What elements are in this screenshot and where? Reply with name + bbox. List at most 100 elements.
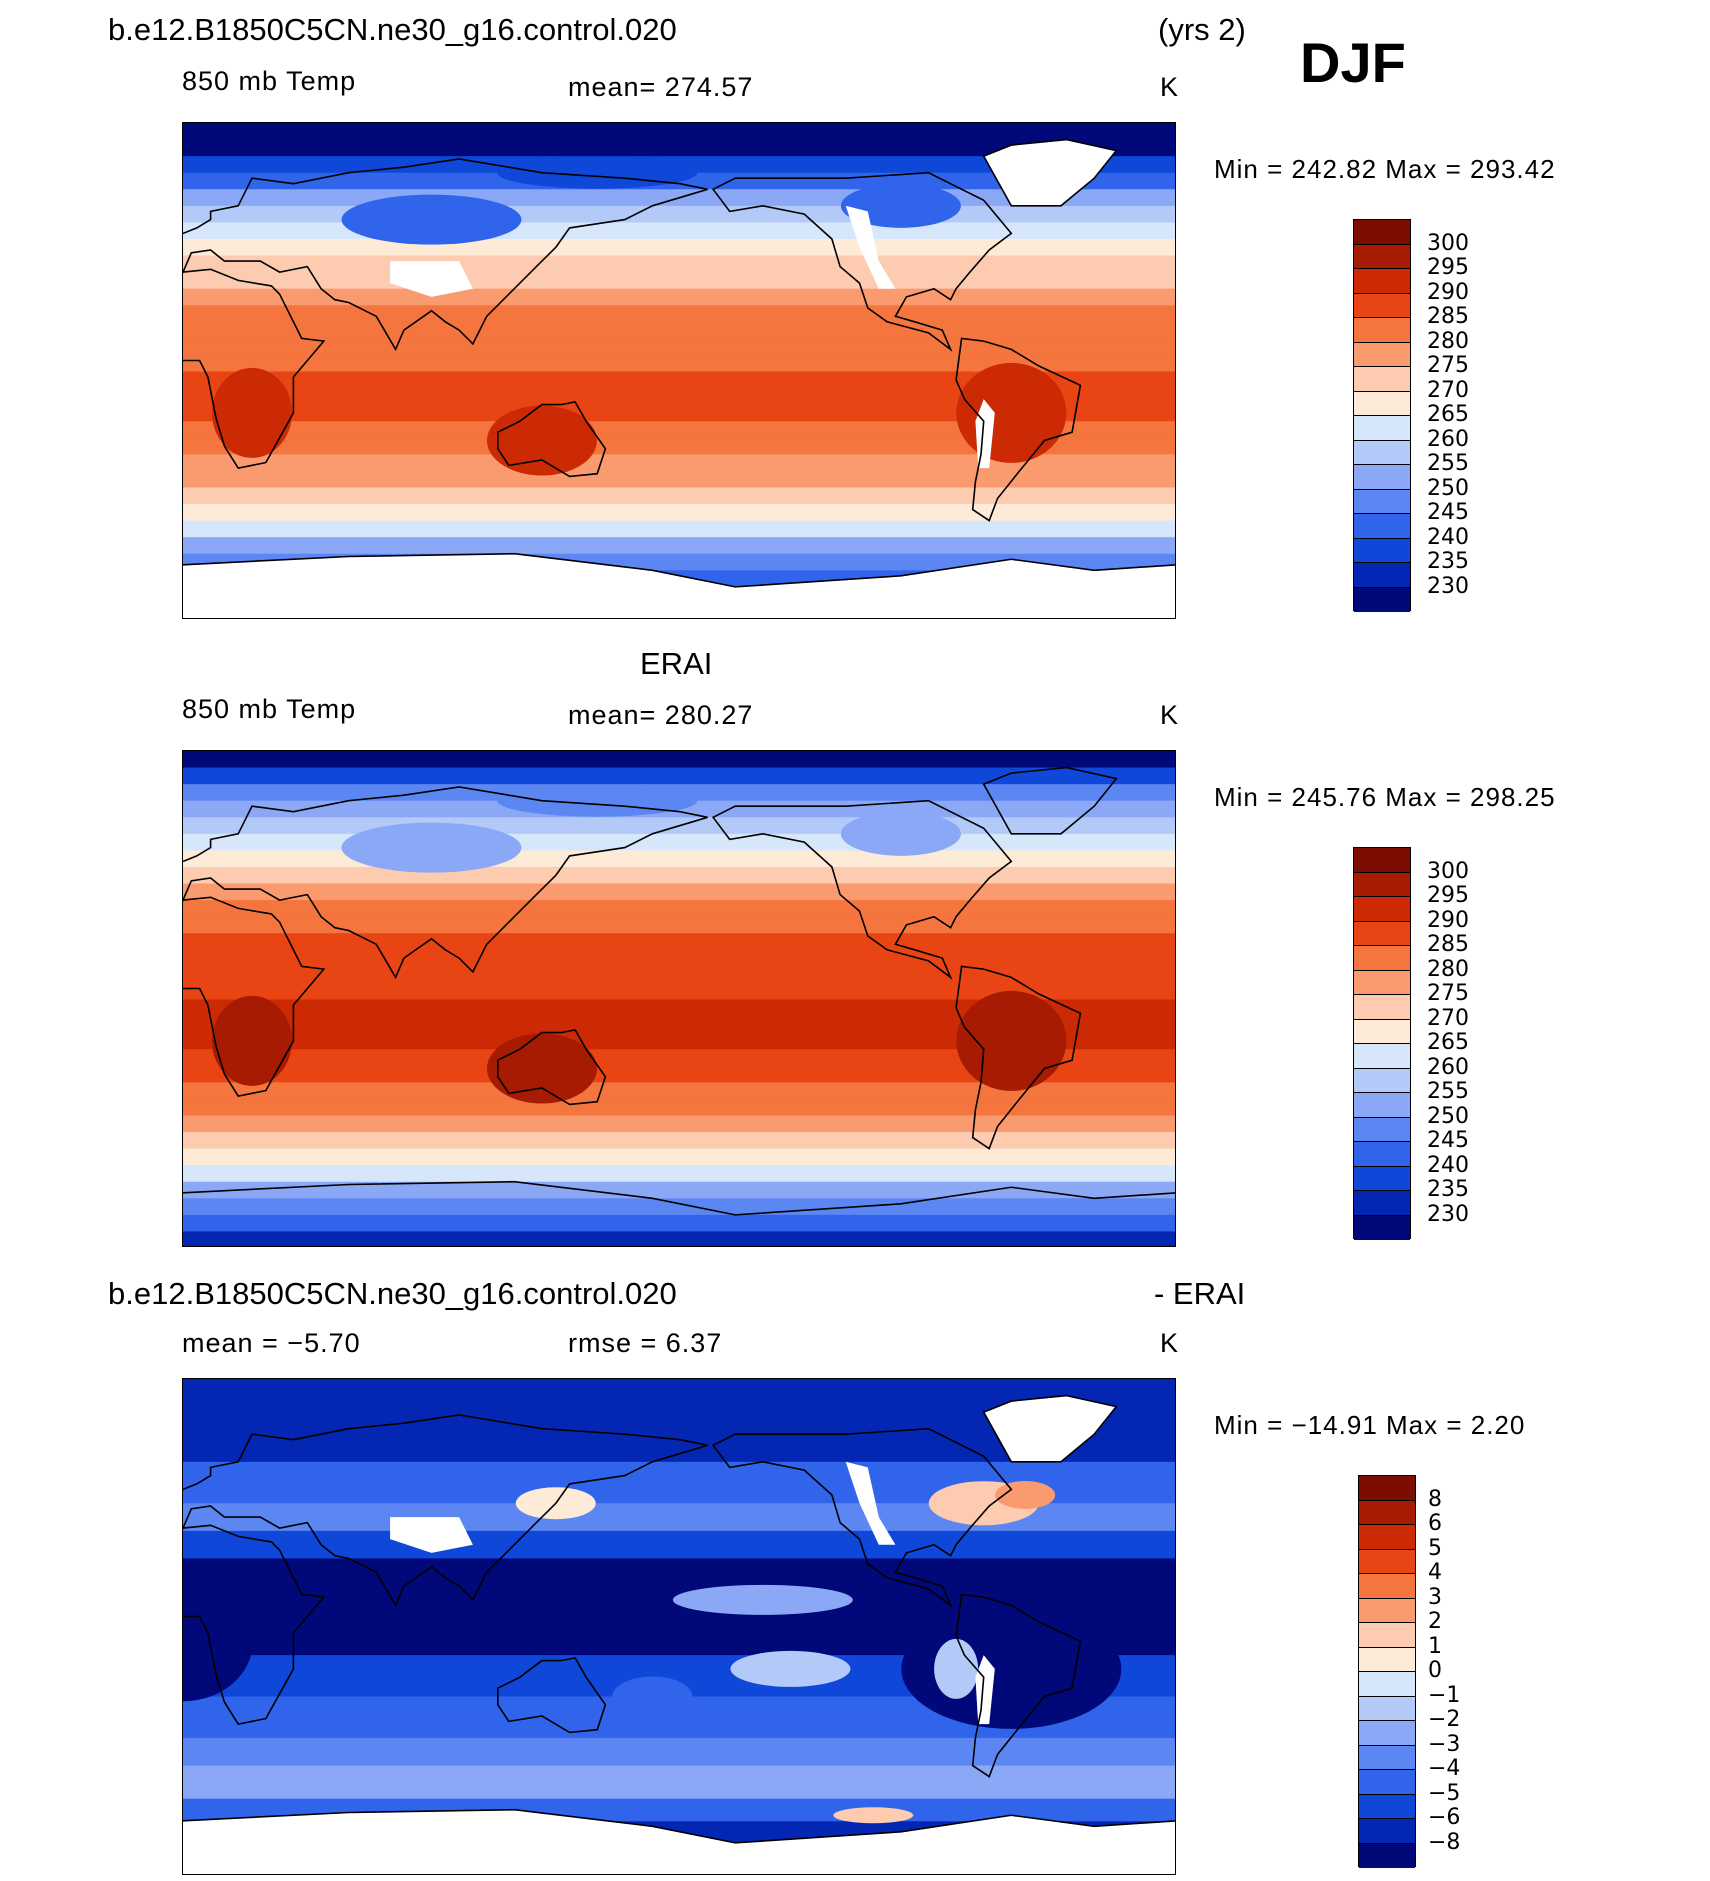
colorbar-tick-label: 290: [1427, 907, 1469, 933]
colorbar-swatch: [1354, 269, 1410, 294]
coastline-australia: [497, 1657, 607, 1734]
colorbar-tick-label: −5: [1428, 1780, 1461, 1806]
colorbar-swatch: [1359, 1770, 1415, 1795]
coastline-eurasia: [183, 786, 708, 980]
colorbar-swatch: [1354, 1142, 1410, 1167]
field-band: [183, 833, 1175, 851]
field-anomaly: [956, 362, 1067, 463]
field-band: [183, 966, 1175, 984]
field-band: [183, 1214, 1175, 1232]
field-band: [183, 916, 1175, 934]
panel2-units: K: [1160, 700, 1180, 730]
panel2-case-title: ERAI: [640, 646, 713, 681]
coastline-africa: [183, 896, 326, 1097]
field-band: [183, 371, 1175, 389]
colorbar-tick-label: 275: [1427, 353, 1469, 378]
field-band: [183, 850, 1175, 868]
colorbar-tick-label: −3: [1428, 1731, 1461, 1757]
colorbar-swatch: [1359, 1623, 1415, 1648]
field-anomaly: [486, 405, 597, 476]
colorbar-tick-label: 3: [1428, 1584, 1442, 1610]
colorbar-tick-label: 6: [1428, 1511, 1442, 1536]
colorbar-swatch: [1354, 946, 1410, 971]
colorbar-tick-label: 250: [1427, 475, 1469, 501]
coastline-samerica: [955, 965, 1082, 1150]
colorbar-swatch: [1354, 921, 1410, 946]
field-anomaly: [956, 990, 1067, 1091]
field-band: [183, 1737, 1175, 1767]
field-anomaly: [497, 784, 698, 817]
colorbar-tick-label: 285: [1427, 932, 1469, 957]
field-band: [183, 139, 1175, 157]
field-band: [183, 421, 1175, 439]
colorbar-swatch: [1354, 563, 1410, 588]
panel3-case-title: b.e12.B1850C5CN.ne30_g16.control.020: [108, 1276, 677, 1311]
colorbar-tick-label: 280: [1427, 328, 1469, 354]
field-band: [183, 1231, 1175, 1246]
colorbar-swatch: [1359, 1721, 1415, 1746]
colorbar-swatch: [1359, 1647, 1415, 1672]
field-anomaly: [486, 1033, 597, 1104]
colorbar-tick-label: 295: [1427, 255, 1469, 280]
colorbar-swatch: [1354, 367, 1410, 392]
colorbar-swatch: [1354, 872, 1410, 897]
colorbar-tick-label: 255: [1427, 1079, 1469, 1104]
colorbar-tick-label: 230: [1427, 573, 1469, 599]
field-band: [183, 437, 1175, 455]
field-anomaly: [341, 194, 522, 245]
colorbar-tick-label: 250: [1427, 1103, 1469, 1129]
colorbar-tick-label: 265: [1427, 1030, 1469, 1055]
panel2-mean: mean= 280.27: [568, 700, 754, 730]
missing-antarctica: [183, 1809, 1175, 1874]
colorbar-tick-label: 270: [1427, 1005, 1469, 1031]
colorbar-swatch: [1354, 1093, 1410, 1118]
colorbar-tick-label: 275: [1427, 981, 1469, 1006]
field-anomaly: [672, 1584, 853, 1615]
colorbar-swatch: [1354, 1215, 1410, 1240]
coastline-antarctica: [183, 1180, 1175, 1216]
colorbar-swatch: [1354, 514, 1410, 539]
panel1-variable: 850 mb Temp: [182, 66, 357, 96]
field-band: [183, 238, 1175, 257]
colorbar-swatch: [1354, 318, 1410, 343]
field-band: [183, 1198, 1175, 1216]
field-anomaly: [901, 1608, 1122, 1729]
colorbar-tick-label: 265: [1427, 402, 1469, 427]
colorbar-swatch: [1354, 416, 1410, 441]
field-anomaly: [730, 1650, 851, 1687]
field-anomaly: [840, 811, 961, 856]
panel1-minmax: Min = 242.82 Max = 293.42: [1214, 154, 1556, 184]
field-band: [183, 504, 1175, 522]
field-anomaly: [212, 995, 293, 1086]
colorbar-swatch: [1354, 465, 1410, 490]
missing-rockies: [845, 205, 896, 289]
colorbar-swatch: [1354, 391, 1410, 416]
coastline-australia: [497, 401, 607, 478]
colorbar-swatch: [1354, 489, 1410, 514]
panel3-rmse: rmse = 6.37: [568, 1328, 723, 1358]
colorbar-swatch: [1354, 220, 1410, 245]
field-anomaly: [341, 822, 522, 873]
colorbar-tick-label: 245: [1427, 500, 1469, 525]
colorbar-swatch: [1359, 1598, 1415, 1623]
colorbar-tick-label: 235: [1427, 1177, 1469, 1202]
field-band: [183, 388, 1175, 406]
panel3-units: K: [1160, 1328, 1180, 1358]
field-band: [183, 883, 1175, 901]
field-band: [183, 470, 1175, 488]
colorbar-swatch: [1354, 293, 1410, 318]
colorbar-swatch: [1354, 342, 1410, 367]
field-band: [183, 520, 1175, 538]
coastline-eurasia: [183, 1414, 708, 1608]
colorbar-swatch: [1354, 1191, 1410, 1216]
field-anomaly: [612, 1676, 693, 1717]
colorbar-swatch: [1354, 1068, 1410, 1093]
panel2-variable: 850 mb Temp: [182, 694, 357, 724]
colorbar-tick-label: 255: [1427, 451, 1469, 476]
field-band: [183, 354, 1175, 372]
colorbar-tick-label: 245: [1427, 1128, 1469, 1153]
panel1-years: (yrs 2): [1158, 12, 1246, 47]
colorbar-tick-label: 4: [1428, 1560, 1442, 1585]
field-band: [183, 1115, 1175, 1133]
colorbar-tick-label: 240: [1427, 524, 1469, 550]
